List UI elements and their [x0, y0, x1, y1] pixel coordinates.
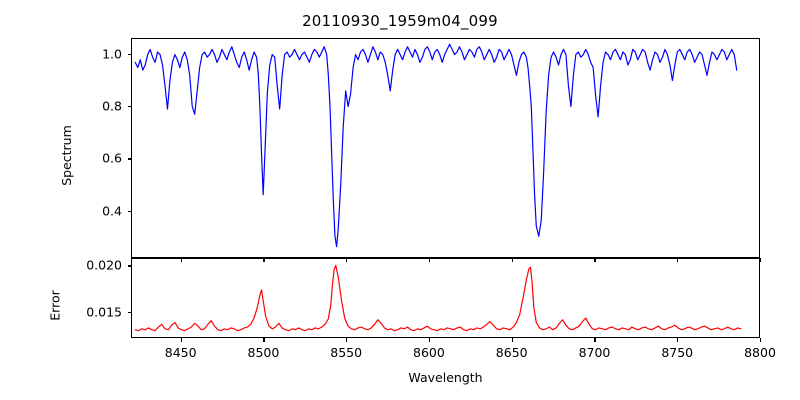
x-tick-mark — [677, 338, 678, 342]
x-tick-mark — [594, 338, 595, 342]
x-tick-label: 8500 — [248, 345, 280, 360]
y-tick-mark — [128, 312, 132, 313]
x-tick-label: 8450 — [165, 345, 197, 360]
y-tick-label: 0.020 — [86, 258, 122, 273]
x-tick-mark — [181, 338, 182, 342]
spectrum-axes — [131, 38, 760, 258]
y-tick-label: 0.015 — [86, 304, 122, 319]
spectrum-y-axis-title: Spectrum — [59, 125, 74, 186]
error-plot-area — [132, 259, 759, 337]
error-y-axis-title: Error — [48, 290, 63, 320]
figure-title: 20110930_1959m04_099 — [0, 12, 800, 30]
y-tick-mark — [128, 54, 132, 55]
y-tick-label: 0.8 — [102, 99, 122, 114]
spectrum-plot-area — [132, 39, 759, 257]
y-tick-label: 0.6 — [102, 151, 122, 166]
x-axis-title: Wavelength — [131, 370, 760, 385]
x-tick-mark — [429, 338, 430, 342]
spectrum-line — [135, 44, 736, 246]
x-tick-label: 8600 — [413, 345, 445, 360]
y-tick-mark — [128, 211, 132, 212]
x-tick-mark — [760, 338, 761, 342]
x-tick-mark — [346, 338, 347, 342]
y-tick-label: 0.4 — [102, 203, 122, 218]
x-tick-label: 8700 — [579, 345, 611, 360]
x-tick-label: 8750 — [661, 345, 693, 360]
y-tick-mark — [128, 158, 132, 159]
x-tick-mark — [263, 338, 264, 342]
x-tick-mark — [512, 338, 513, 342]
y-tick-mark — [128, 106, 132, 107]
x-tick-mark — [760, 258, 761, 262]
y-tick-mark — [128, 265, 132, 266]
error-axes — [131, 258, 760, 338]
x-tick-label: 8800 — [744, 345, 776, 360]
error-line — [135, 265, 741, 330]
x-tick-label: 8650 — [496, 345, 528, 360]
y-tick-label: 1.0 — [102, 46, 122, 61]
x-tick-label: 8550 — [330, 345, 362, 360]
figure-canvas: 20110930_1959m04_099 0.4 0.6 0.8 1.0 Spectr… — [0, 0, 800, 400]
